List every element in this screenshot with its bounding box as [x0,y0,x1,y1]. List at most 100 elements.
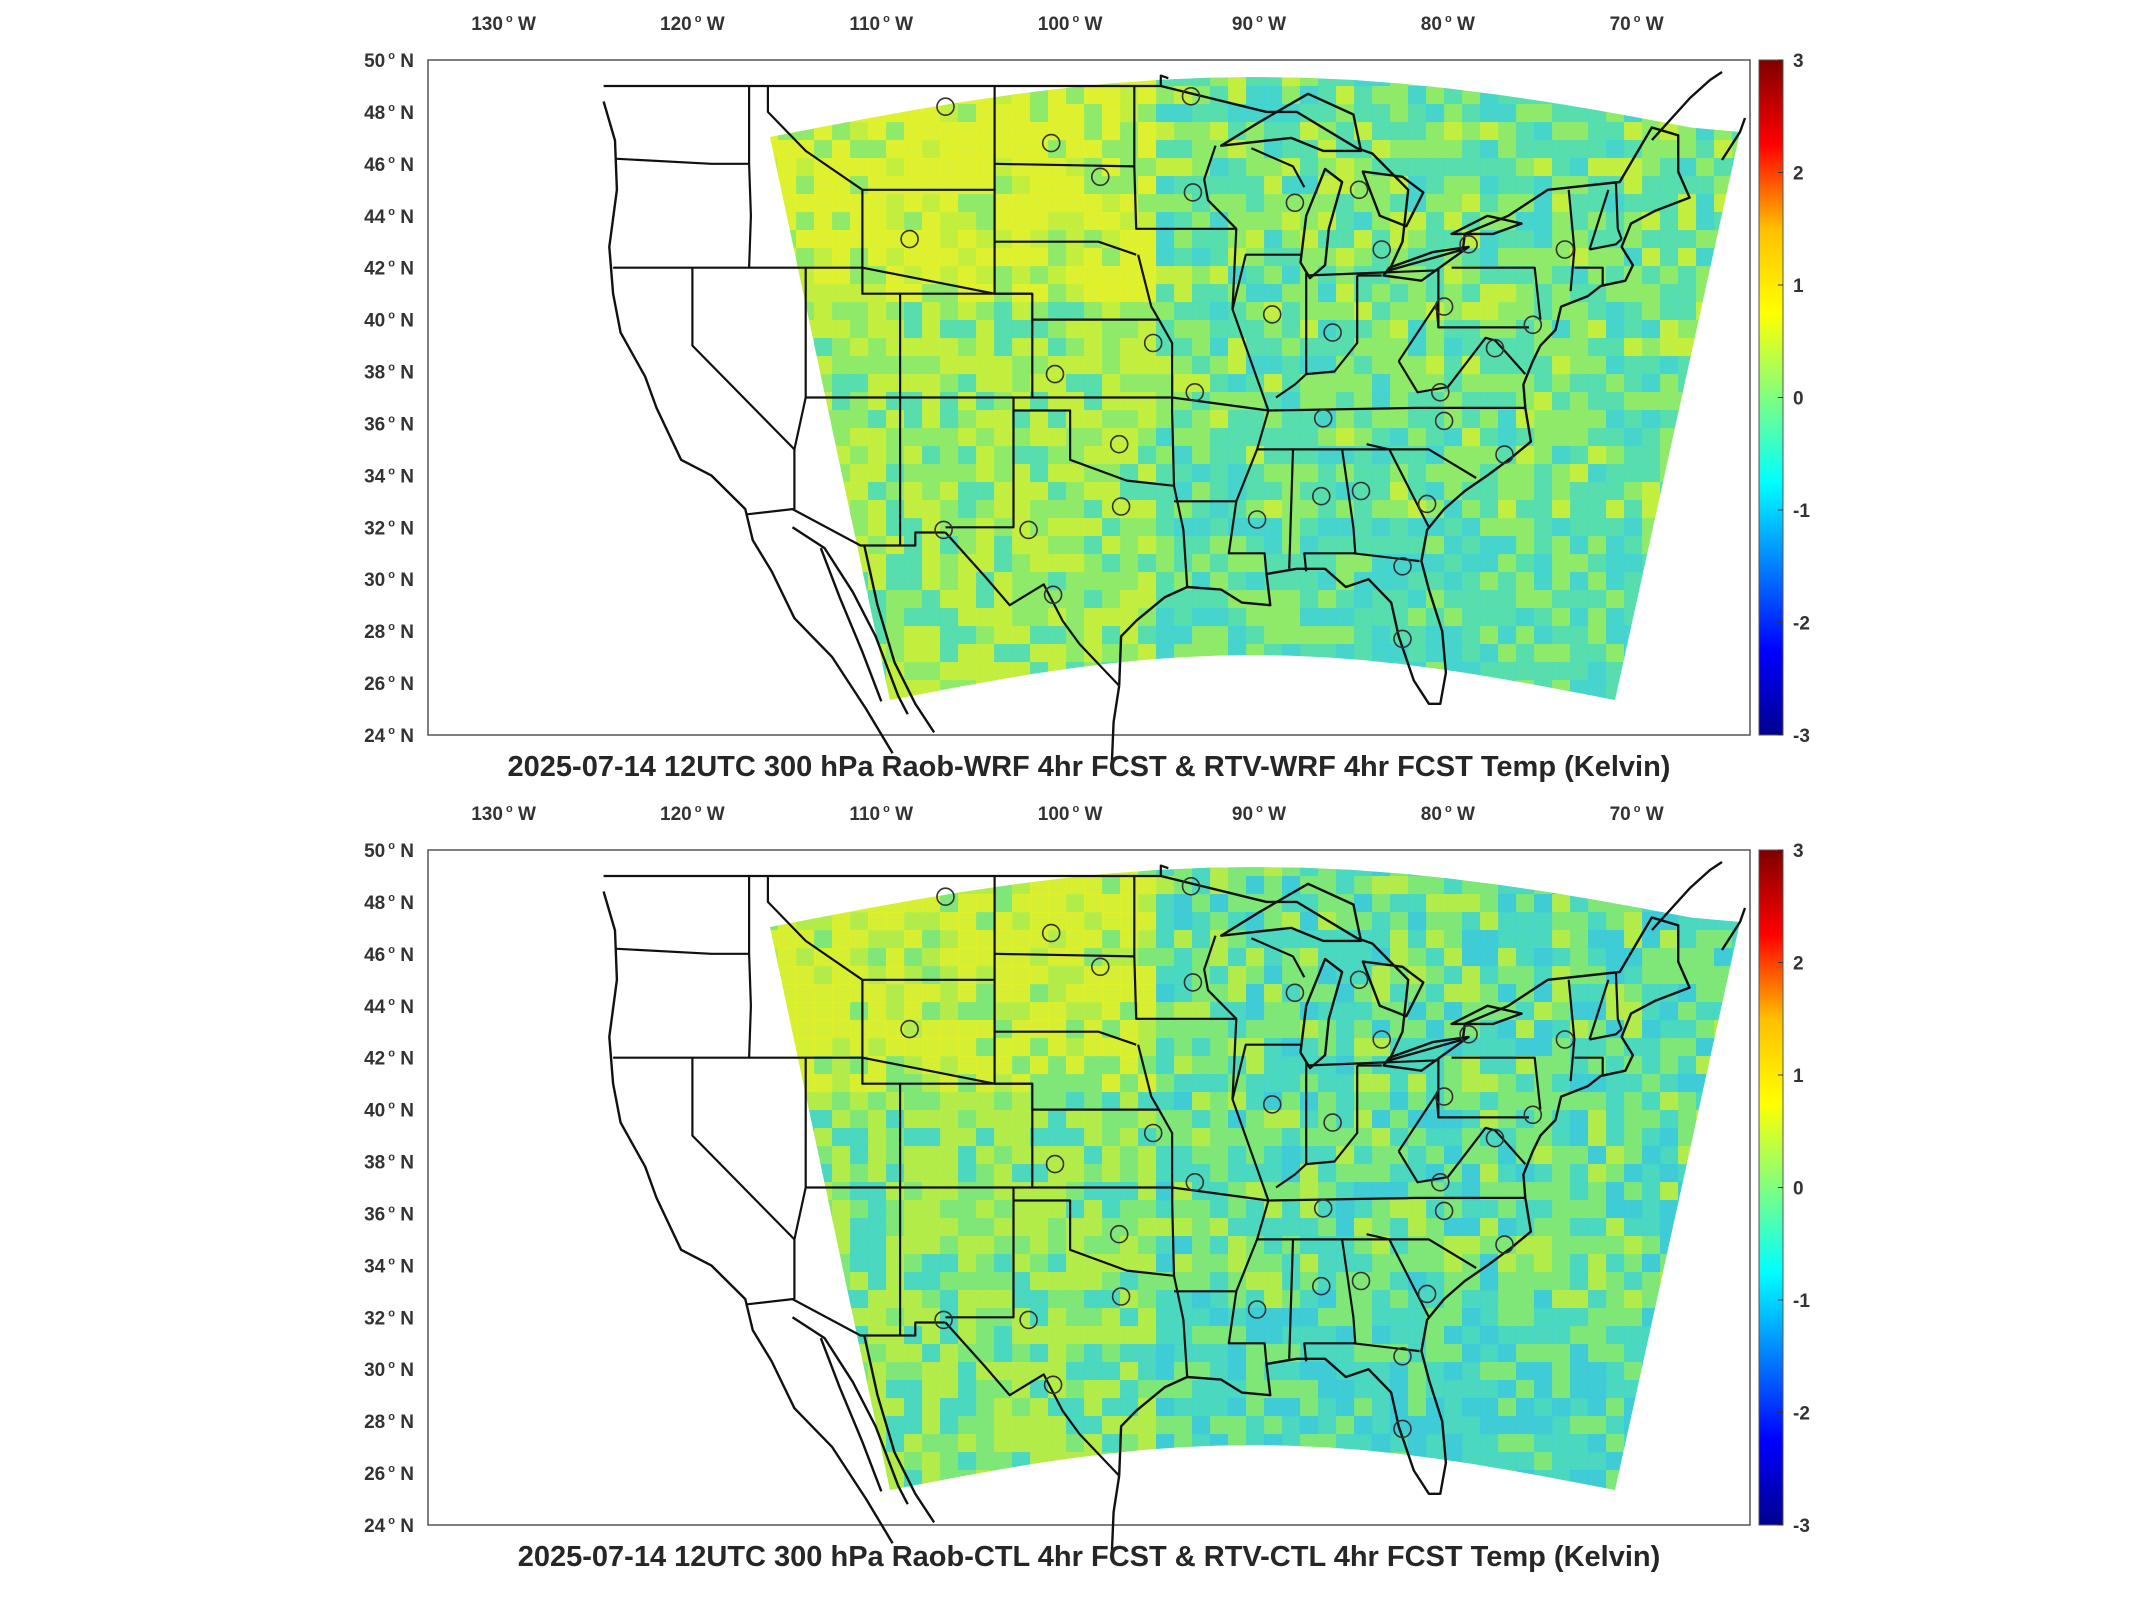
mexico-coastline [791,1316,909,1505]
eastern-coastline [1118,874,1691,1495]
svg-text:40 o N: 40 o N [364,310,414,332]
colorbar-tick-label: 1 [1793,1066,1804,1087]
mexico-gulf-coastline [1110,685,1121,767]
state-border [1588,189,1610,250]
state-border [1614,181,1623,240]
state-border [900,1082,1034,1188]
raob-station-marker [1485,338,1505,358]
state-border [1250,937,1306,978]
svg-text:42 o N: 42 o N [364,1048,414,1070]
colorbar-tick-label: -3 [1793,1516,1810,1537]
colorbar-tick-label: 3 [1793,841,1804,862]
state-border [1137,254,1189,588]
longitude-tick-label: 90 o W [1232,803,1286,825]
longitude-tick-label: 120 o W [660,803,725,825]
raob-station-marker [1111,1287,1131,1306]
state-border [1306,269,1439,277]
svg-text:120 o W: 120 o W [660,13,725,35]
state-border [994,952,1135,958]
latitude-tick-label: 42 o N [364,258,414,280]
mexico-coastline [863,1335,936,1524]
mexico-coastline [819,547,883,702]
svg-text:44 o N: 44 o N [364,996,414,1018]
colorbar-tick-label: 0 [1793,1179,1804,1200]
pacific-coastline [602,891,894,1544]
latitude-tick-label: 32 o N [364,517,414,539]
latitude-tick-label: 34 o N [364,1255,414,1277]
map-panel-bottom: 130 o W 120 o W 110 o W 100 o W 90 o W 80 o W… [0,790,2133,1590]
longitude-tick-label: 100 o W [1038,13,1103,35]
latitude-tick-label: 34 o N [364,465,414,487]
raob-station-marker [1109,434,1129,454]
state-border [805,396,1526,412]
state-border [1366,443,1430,528]
raob-station-marker [1393,629,1412,649]
latitude-tick-label: 36 o N [364,413,414,435]
raob-station-marker [1393,1419,1412,1439]
svg-text:120 o W: 120 o W [660,803,725,825]
svg-text:32 o N: 32 o N [364,1307,414,1329]
svg-text:34 o N: 34 o N [364,465,414,487]
raob-station-marker [1434,411,1454,431]
raob-station-marker [1495,445,1514,464]
latitude-tick-label: 50 o N [364,50,414,72]
colorbar: 3 2 1 0 -1 -2 -3 [1758,841,1810,1537]
svg-text:130 o W: 130 o W [471,13,536,35]
state-border [994,162,1135,168]
raob-station-marker [1185,382,1205,402]
svg-text:36 o N: 36 o N [364,1203,414,1225]
raob-station-marker [1313,408,1333,428]
great-lake [1382,1035,1470,1072]
raob-station-marker [1045,1154,1065,1174]
svg-text:40 o N: 40 o N [364,1100,414,1122]
svg-text:42 o N: 42 o N [364,258,414,280]
svg-text:48 o N: 48 o N [364,102,414,124]
state-border [1257,1238,1477,1269]
raob-station-marker [1312,1276,1331,1296]
state-border [1451,1056,1542,1110]
svg-text:24 o N: 24 o N [364,1515,414,1537]
raob-station-marker [1247,1300,1267,1319]
colorbar-tick-label: -2 [1793,614,1810,635]
colorbar-tick-label: -1 [1793,1291,1810,1312]
raob-station-marker [1143,333,1163,353]
raob-station-marker [1091,167,1110,187]
state-border [1275,1062,1308,1189]
raob-station-marker [1372,240,1391,259]
latitude-tick-label: 24 o N [364,725,414,747]
latitude-tick-label: 24 o N [364,1515,414,1537]
raob-station-marker [1313,1198,1333,1218]
svg-text:50 o N: 50 o N [364,840,414,862]
mexico-border [944,1321,1120,1477]
longitude-tick-label: 110 o W [849,803,913,825]
colorbar: 3 2 1 0 -1 -2 -3 [1758,51,1810,747]
svg-text:110 o W: 110 o W [849,803,913,825]
svg-text:110 o W: 110 o W [849,13,913,35]
latitude-tick-label: 30 o N [364,1359,414,1381]
svg-text:28 o N: 28 o N [364,1411,414,1433]
svg-text:44 o N: 44 o N [364,206,414,228]
colorbar-tick-label: 2 [1793,954,1804,975]
raob-station-marker [1555,1030,1575,1049]
canada-border [603,864,1169,878]
longitude-tick-label: 70 o W [1610,803,1664,825]
state-border [1257,448,1477,479]
longitude-tick-label: 90 o W [1232,13,1286,35]
svg-text:48 o N: 48 o N [364,892,414,914]
colorbar-tick-label: -1 [1793,501,1810,522]
state-border [1589,238,1623,251]
raob-station-marker [1285,193,1305,213]
raob-station-marker [1019,520,1038,540]
state-border [793,267,807,510]
colorbar-tick-label: -2 [1793,1404,1810,1425]
great-lake [1220,92,1363,153]
raob-station-marker [1417,1284,1437,1304]
state-border [1574,1056,1604,1076]
mexico-coastline [819,1337,883,1492]
canada-border [603,74,1169,88]
state-border [1567,189,1576,292]
longitude-tick-label: 130 o W [471,13,536,35]
latitude-tick-label: 26 o N [364,1463,414,1485]
longitude-tick-label: 80 o W [1421,13,1475,35]
raob-station-marker [1323,1113,1342,1132]
